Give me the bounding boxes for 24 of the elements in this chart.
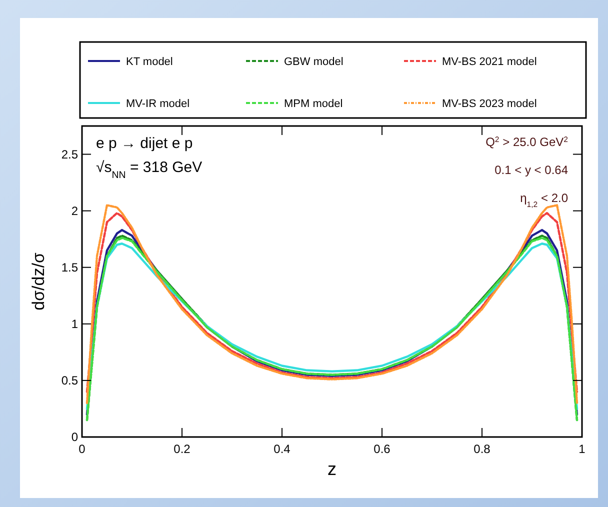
x-tick-label: 0.2: [174, 442, 191, 456]
legend-label: MV-BS 2023 model: [442, 98, 537, 110]
x-tick-label: 0.8: [474, 442, 491, 456]
x-tick-label: 0.4: [274, 442, 291, 456]
y-tick-label: 0.5: [61, 373, 78, 388]
y-tick-label: 2: [71, 204, 78, 218]
annotation: e p → dijet e p: [96, 135, 193, 152]
legend-label: MV-BS 2021 model: [442, 56, 537, 68]
x-tick-label: 1: [578, 442, 586, 456]
legend-label: KT model: [126, 56, 173, 68]
x-axis-title: z: [328, 459, 336, 479]
annotation: 0.1 < y < 0.64: [494, 163, 568, 177]
y-axis-title: dσ/dz/σ: [29, 252, 48, 310]
legend-label: GBW model: [284, 56, 344, 68]
annotation: η$_{1,2}$ < 2.0: [520, 191, 568, 208]
legend-label: MV-IR model: [126, 98, 190, 110]
annotation: Q$^{2}$ > 25.0 GeV$^{2}$: [486, 134, 568, 149]
y-tick-label: 0: [71, 430, 78, 444]
x-tick-label: 0.6: [374, 442, 391, 456]
annotation: √s$_{NN}$ = 318 GeV: [96, 159, 202, 180]
y-tick-label: 1.5: [61, 260, 78, 274]
legend-label: MPM model: [284, 98, 343, 110]
y-tick-label: 1: [71, 316, 78, 331]
y-tick-label: 2.5: [61, 147, 78, 162]
